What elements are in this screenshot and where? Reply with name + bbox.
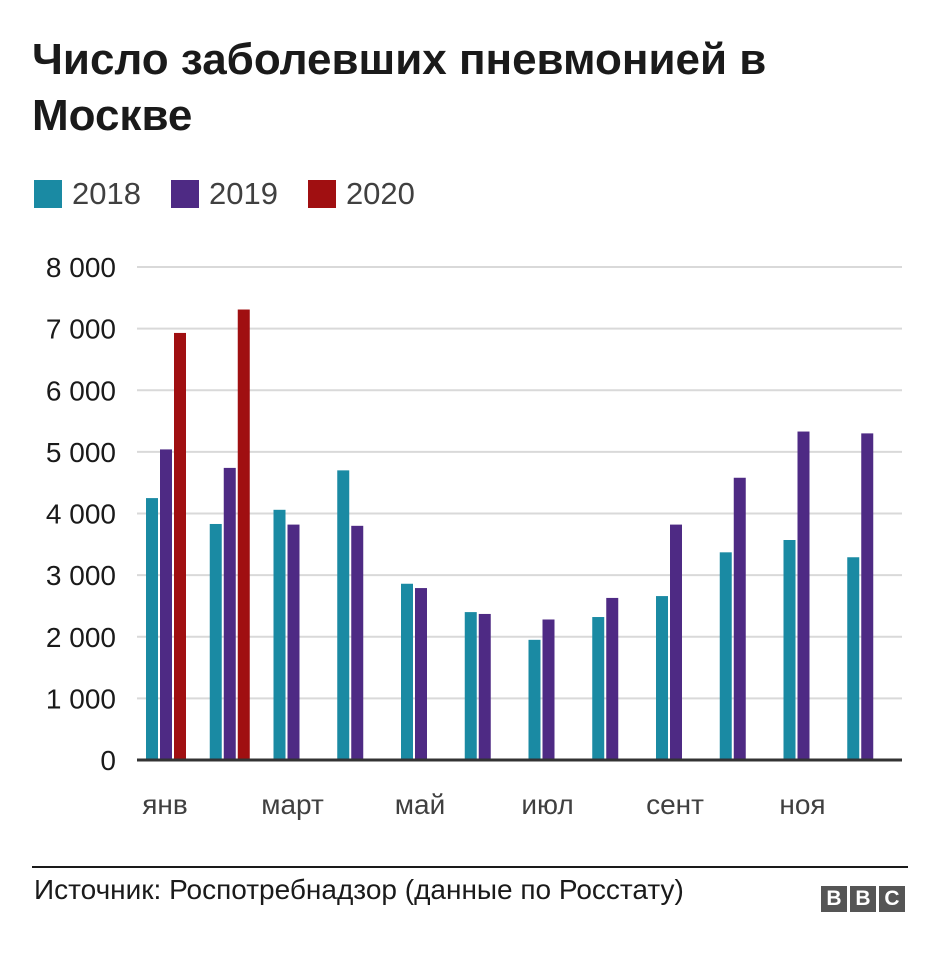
y-tick-label: 4 000 (46, 499, 116, 530)
bbc-logo: B B C (818, 886, 905, 912)
bbc-logo-letter: B (850, 886, 876, 912)
x-tick-label: ноя (779, 789, 825, 820)
y-tick-label: 1 000 (46, 683, 116, 714)
x-tick-label: май (395, 789, 445, 820)
x-tick-label: янв (142, 789, 188, 820)
bar-chart: 0 1 000 2 000 3 000 4 000 5 000 6 000 7 000 8 00… (46, 252, 902, 820)
legend-label: 2018 (72, 176, 141, 211)
bar-2019-ноя (797, 431, 810, 760)
y-tick-label: 0 (100, 745, 116, 776)
y-tick-label: 6 000 (46, 375, 116, 406)
x-tick-label: июл (521, 789, 573, 820)
bar-2020-фев (237, 309, 250, 760)
bar-2018-янв (146, 498, 158, 760)
legend-item-2019: 2019 (170, 176, 278, 212)
source-note: Источник: Роспотребнадзор (данные по Рос… (34, 874, 684, 905)
bbc-logo-letter: B (821, 886, 847, 912)
bar-2019-окт (733, 477, 746, 760)
bar-2019-май (415, 588, 427, 760)
y-tick-label: 3 000 (46, 560, 116, 591)
x-tick-label: сент (646, 789, 704, 820)
bar-2019-дек (861, 433, 874, 760)
legend-label: 2019 (208, 176, 278, 211)
legend-swatch (307, 180, 336, 208)
bar-2019-фев (223, 467, 236, 760)
y-tick-label: 2 000 (46, 622, 116, 653)
y-tick-label: 5 000 (46, 437, 116, 468)
bar-2019-янв (160, 449, 172, 760)
bar-2019-июн (478, 613, 491, 760)
bar-2019-апр (351, 525, 364, 760)
legend: 2018 2019 2020 (34, 176, 445, 212)
bar-2018-авг (592, 617, 605, 760)
bar-2018-март (273, 509, 286, 760)
bar-2018-май (401, 583, 413, 760)
legend-label: 2020 (345, 176, 415, 211)
bar-2019-июл (542, 619, 555, 760)
footer-divider (32, 866, 908, 868)
bar-2019-март (287, 524, 300, 760)
legend-item-2018: 2018 (34, 176, 141, 212)
bar-2018-апр (337, 470, 350, 760)
bar-2018-июл (528, 639, 541, 760)
y-tick-label: 8 000 (46, 252, 116, 283)
bar-2018-фев (209, 523, 222, 760)
bar-2018-дек (847, 557, 860, 760)
bar-2018-ноя (783, 539, 796, 760)
legend-swatch (170, 180, 199, 208)
y-tick-label: 7 000 (46, 314, 116, 345)
bar-2020-янв (174, 332, 186, 760)
bar-2018-сент (656, 596, 668, 760)
bar-2018-июн (464, 612, 477, 760)
legend-swatch (34, 180, 62, 208)
bar-2018-окт (719, 552, 732, 760)
x-tick-label: март (261, 789, 324, 820)
bbc-logo-letter: C (879, 886, 905, 912)
legend-item-2020: 2020 (307, 176, 415, 212)
bar-2019-сент (670, 524, 682, 760)
chart-title: Число заболевших пневмонией в Москве (32, 35, 767, 140)
bar-2019-авг (606, 597, 619, 760)
